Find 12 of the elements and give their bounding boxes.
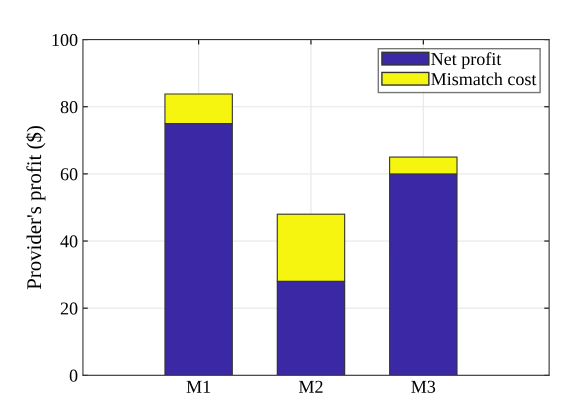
x-tick-label: M3 <box>411 380 436 393</box>
y-tick-label: 60 <box>60 168 78 180</box>
legend-label: Net profit <box>431 52 502 69</box>
legend-label: Mismatch cost <box>431 72 536 86</box>
x-tick-label: M1 <box>186 380 210 393</box>
y-tick-label: 0 <box>70 370 78 382</box>
y-tick-label: 80 <box>60 101 78 114</box>
y-tick-label: 100 <box>52 34 78 46</box>
y-tick-label: 20 <box>60 302 78 315</box>
y-axis-title: Provider's profit ($) <box>26 126 46 290</box>
y-tick-label: 40 <box>60 235 78 248</box>
x-tick-label: M2 <box>298 380 323 393</box>
